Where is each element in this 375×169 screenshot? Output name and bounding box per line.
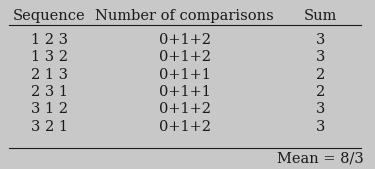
Text: 3 2 1: 3 2 1 (30, 120, 68, 134)
Text: 3: 3 (316, 33, 325, 47)
Text: 1 3 2: 1 3 2 (30, 50, 68, 64)
Text: 2 1 3: 2 1 3 (30, 68, 68, 81)
Text: 2 3 1: 2 3 1 (30, 85, 68, 99)
Text: Mean = 8/3: Mean = 8/3 (277, 151, 364, 165)
Text: 2: 2 (316, 85, 325, 99)
Text: Sum: Sum (304, 9, 337, 23)
Text: 0+1+2: 0+1+2 (159, 120, 211, 134)
Text: 3: 3 (316, 50, 325, 64)
Text: 0+1+1: 0+1+1 (159, 85, 211, 99)
Text: 1 2 3: 1 2 3 (30, 33, 68, 47)
Text: 2: 2 (316, 68, 325, 81)
Text: 3: 3 (316, 102, 325, 116)
Text: 3: 3 (316, 120, 325, 134)
Text: 0+1+2: 0+1+2 (159, 50, 211, 64)
Text: Number of comparisons: Number of comparisons (95, 9, 274, 23)
Text: 0+1+2: 0+1+2 (159, 33, 211, 47)
Text: Sequence: Sequence (13, 9, 86, 23)
Text: 0+1+2: 0+1+2 (159, 102, 211, 116)
Text: 0+1+1: 0+1+1 (159, 68, 211, 81)
Text: 3 1 2: 3 1 2 (30, 102, 68, 116)
